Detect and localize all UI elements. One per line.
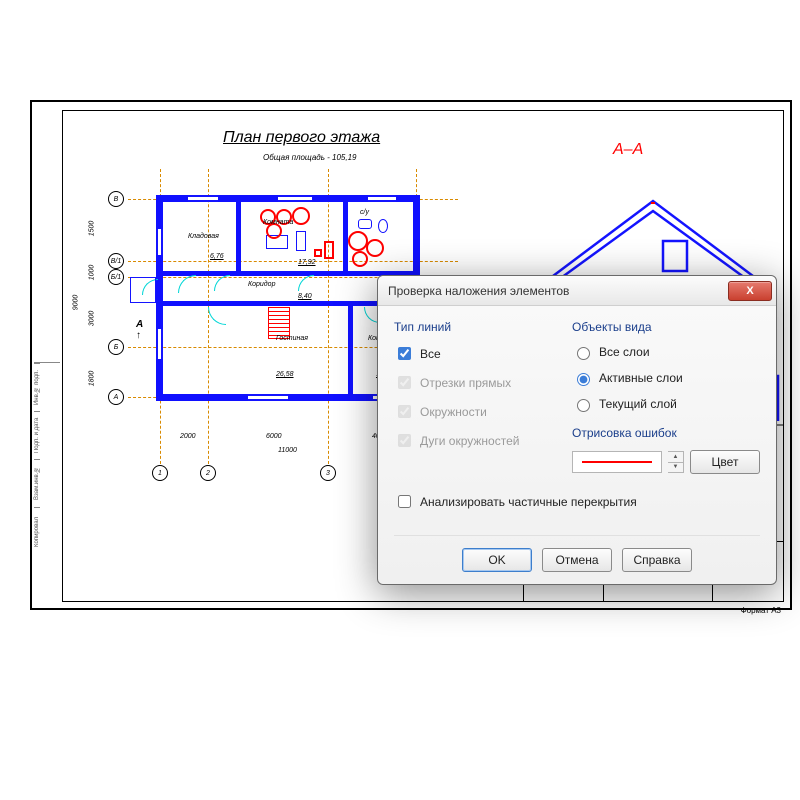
spinner-down-icon[interactable]: ▼: [668, 463, 683, 473]
checkbox-arcs: Дуги окружностей: [394, 431, 552, 450]
room-area: 6,76: [210, 253, 224, 260]
room-label: Кладовая: [188, 233, 219, 240]
checkbox-label: Окружности: [420, 405, 487, 419]
view-objects-group: Объекты вида Все слои Активные слои Теку…: [572, 320, 760, 474]
room-area: 26,58: [276, 371, 294, 378]
ok-button[interactable]: OK: [462, 548, 532, 572]
checkbox-circles: Окружности: [394, 402, 552, 421]
radio-active-layers[interactable]: Активные слои: [572, 370, 760, 386]
dimension: 6000: [266, 433, 282, 440]
dimension: 9000: [72, 295, 79, 311]
section-label: А–А: [613, 141, 643, 159]
dimension: 1500: [88, 221, 95, 237]
group-title: Отрисовка ошибок: [572, 426, 760, 440]
checkbox-segments: Отрезки прямых: [394, 373, 552, 392]
error-marker: [348, 231, 368, 251]
radio-input[interactable]: [577, 373, 590, 386]
line-width-spinner[interactable]: ▲▼: [668, 451, 684, 473]
checkbox-label: Дуги окружностей: [420, 434, 519, 448]
binding-margin: Инв.№ подп. Подп. и дата Взам.инв.№ Копи…: [34, 362, 60, 602]
plan-subtitle: Общая площадь - 105,19: [263, 153, 356, 162]
group-title: Объекты вида: [572, 320, 760, 334]
dimension: 1000: [88, 265, 95, 281]
radio-input[interactable]: [577, 399, 590, 412]
error-marker: [292, 207, 310, 225]
room-label: с/у: [360, 209, 369, 216]
checkbox-input[interactable]: [398, 347, 411, 360]
room-label: Комната: [263, 219, 293, 226]
axis-bubble: В: [108, 191, 124, 207]
line-types-group: Тип линий Все Отрезки прямых Окружности …: [394, 320, 552, 474]
axis-bubble: 1: [152, 465, 168, 481]
color-button[interactable]: Цвет: [690, 450, 760, 474]
room-area: 17,92: [298, 259, 316, 266]
plan-title: План первого этажа: [223, 129, 380, 147]
radio-label: Все слои: [599, 345, 650, 359]
button-label: OK: [488, 553, 505, 567]
radio-label: Текущий слой: [599, 397, 677, 411]
room-area: 8,40: [298, 293, 312, 300]
button-label: Цвет: [712, 455, 739, 469]
room-label: Гостиная: [276, 335, 308, 342]
section-arrow: А↑: [136, 319, 143, 341]
close-icon: X: [746, 285, 753, 297]
dialog-titlebar[interactable]: Проверка наложения элементов X: [378, 276, 776, 306]
checkbox-input: [398, 376, 411, 389]
axis-bubble: В/1: [108, 253, 124, 269]
help-button[interactable]: Справка: [622, 548, 692, 572]
checkbox-input[interactable]: [398, 495, 411, 508]
axis-bubble: 3: [320, 465, 336, 481]
error-marker: [324, 241, 334, 259]
radio-input[interactable]: [577, 347, 590, 360]
checkbox-label: Анализировать частичные перекрытия: [420, 495, 637, 509]
dialog-button-row: OK Отмена Справка: [394, 535, 760, 572]
dialog-title: Проверка наложения элементов: [388, 284, 728, 298]
checkbox-label: Все: [420, 347, 441, 361]
button-label: Справка: [633, 553, 680, 567]
button-label: Отмена: [555, 553, 598, 567]
error-line-preview[interactable]: [572, 451, 662, 473]
checkbox-label: Отрезки прямых: [420, 376, 511, 390]
error-marker: [314, 249, 322, 257]
radio-current-layer[interactable]: Текущий слой: [572, 396, 760, 412]
axis-bubble: Б/1: [108, 269, 124, 285]
dimension: 3000: [88, 311, 95, 327]
dimension: 1800: [88, 371, 95, 387]
axis-bubble: Б: [108, 339, 124, 355]
error-marker: [352, 251, 368, 267]
error-marker: [366, 239, 384, 257]
checkbox-all[interactable]: Все: [394, 344, 552, 363]
room-label: Коридор: [248, 281, 275, 288]
dimension: 2000: [180, 433, 196, 440]
tb-format: Формат А3: [741, 606, 781, 615]
close-button[interactable]: X: [728, 281, 772, 301]
group-title: Тип линий: [394, 320, 552, 334]
axis-bubble: А: [108, 389, 124, 405]
checkbox-input: [398, 434, 411, 447]
spinner-up-icon[interactable]: ▲: [668, 452, 683, 463]
radio-label: Активные слои: [599, 371, 683, 385]
checkbox-partial-overlap[interactable]: Анализировать частичные перекрытия: [394, 492, 760, 511]
cancel-button[interactable]: Отмена: [542, 548, 612, 572]
axis-bubble: 2: [200, 465, 216, 481]
dimension: 11000: [278, 447, 297, 454]
radio-all-layers[interactable]: Все слои: [572, 344, 760, 360]
overlap-check-dialog: Проверка наложения элементов X Тип линий…: [377, 275, 777, 585]
checkbox-input: [398, 405, 411, 418]
